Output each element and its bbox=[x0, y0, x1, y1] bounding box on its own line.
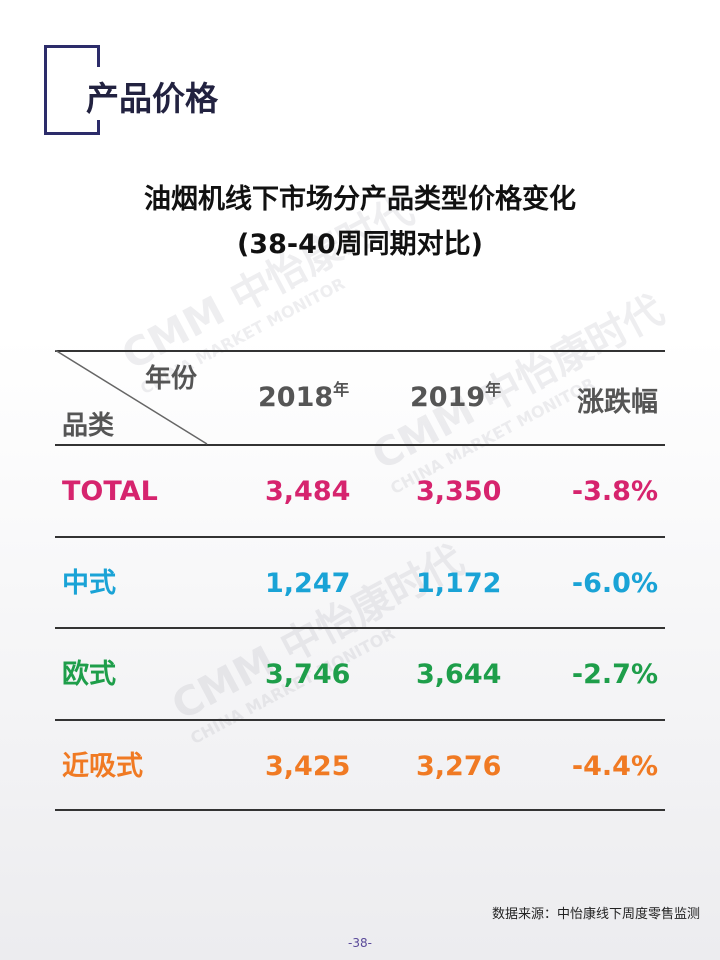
cell-value: 3,484 bbox=[265, 476, 351, 507]
row-label: 欧式 bbox=[62, 659, 116, 690]
header-title: 产品价格 bbox=[83, 72, 221, 120]
column-year: 2018 bbox=[258, 382, 334, 413]
column-header: 2019年 bbox=[410, 380, 502, 413]
header-bracket bbox=[97, 113, 100, 135]
cell-value: 3,746 bbox=[265, 659, 351, 690]
header-bracket bbox=[44, 45, 100, 135]
watermark: CMM 中怡康时代 CHINA MARKET MONITOR bbox=[160, 528, 481, 748]
row-label: 中式 bbox=[62, 568, 116, 599]
cell-value: 3,425 bbox=[265, 751, 351, 782]
cell-value: -6.0% bbox=[571, 568, 658, 599]
rule bbox=[55, 444, 665, 446]
column-suffix: 年 bbox=[485, 380, 502, 399]
cell-value: 3,350 bbox=[416, 476, 502, 507]
corner-bottom: 品类 bbox=[62, 411, 115, 441]
row-label: TOTAL bbox=[62, 476, 158, 507]
column-header: 涨跌幅 bbox=[577, 387, 658, 418]
rule bbox=[55, 809, 665, 811]
cell-value: 1,172 bbox=[416, 568, 502, 599]
rule bbox=[55, 719, 665, 721]
rule bbox=[55, 350, 665, 352]
cell-value: -4.4% bbox=[571, 751, 658, 782]
cell-value: 1,247 bbox=[265, 568, 351, 599]
corner-diagonal bbox=[55, 350, 208, 445]
cell-value: 3,644 bbox=[416, 659, 502, 690]
source-note: 数据来源：中怡康线下周度零售监测 bbox=[491, 907, 700, 922]
row-label: 近吸式 bbox=[62, 751, 143, 782]
rule bbox=[55, 536, 665, 538]
table-subtitle: (38-40周同期对比) bbox=[236, 229, 484, 260]
corner-top: 年份 bbox=[145, 364, 198, 394]
header-bracket bbox=[97, 45, 100, 67]
table-title: 油烟机线下市场分产品类型价格变化 bbox=[144, 184, 576, 215]
cell-value: 3,276 bbox=[416, 751, 502, 782]
column-header: 2018年 bbox=[258, 380, 350, 413]
cell-value: -3.8% bbox=[571, 476, 658, 507]
cell-value: -2.7% bbox=[571, 659, 658, 690]
page-number: -38- bbox=[348, 936, 372, 950]
column-suffix: 年 bbox=[333, 380, 350, 399]
column-year: 2019 bbox=[410, 382, 486, 413]
rule bbox=[55, 627, 665, 629]
